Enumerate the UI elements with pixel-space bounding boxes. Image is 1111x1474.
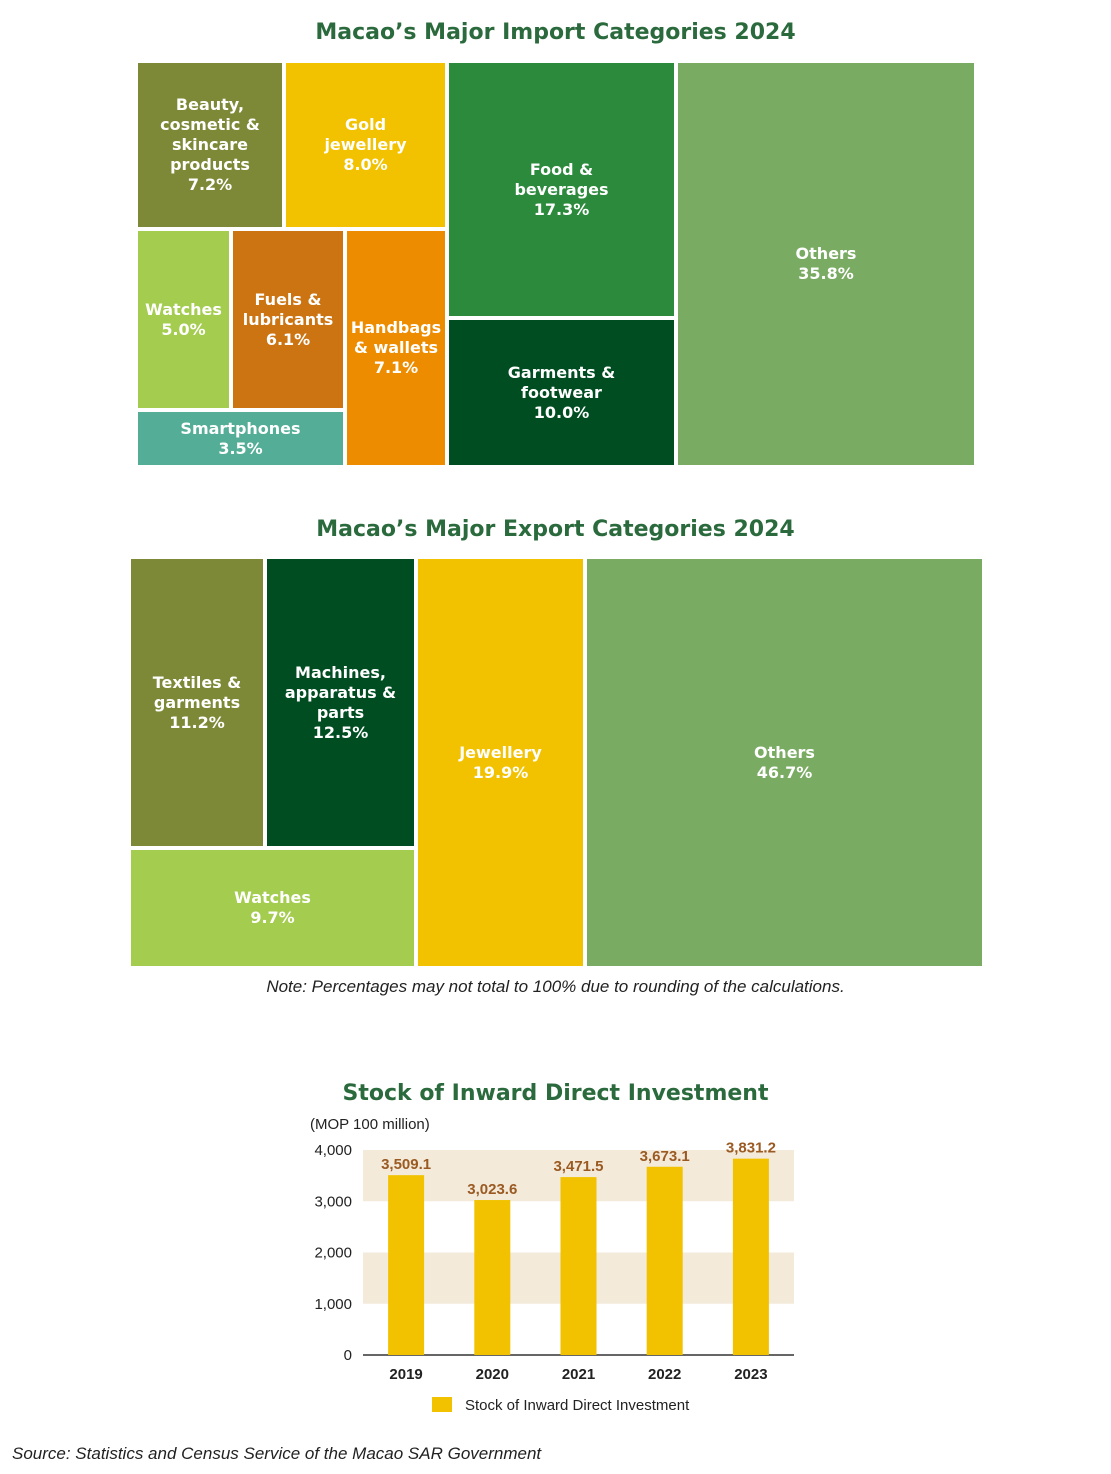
x-tick-label: 2023: [734, 1366, 767, 1383]
bar-value-label: 3,673.1: [640, 1148, 690, 1165]
y-tick-label: 0: [344, 1347, 352, 1364]
y-unit-label: (MOP 100 million): [310, 1116, 430, 1133]
export-cell-value: 46.7%: [756, 762, 813, 782]
export-cell-value: 12.5%: [312, 722, 369, 742]
source-note: Source: Statistics and Census Service of…: [12, 1444, 542, 1463]
bar-value-label: 3,831.2: [726, 1140, 776, 1157]
import-cell-smartphones: Smartphones 3.5%: [136, 410, 345, 467]
import-cell-label: cosmetic &: [160, 115, 260, 134]
import-cell-others: Others 35.8%: [676, 61, 976, 467]
import-cell-label: beverages: [514, 179, 609, 199]
import-cell-garments-footwear: Garments & footwear 10.0%: [447, 318, 676, 467]
import-cell-value: 8.0%: [343, 155, 388, 174]
rounding-note: Note: Percentages may not total to 100% …: [266, 977, 845, 996]
import-cell-label: footwear: [521, 382, 602, 402]
import-cell-watches: Watches 5.0%: [136, 229, 231, 410]
import-cell-fuels-lubricants: Fuels & lubricants 6.1%: [231, 229, 345, 410]
export-cell-others: Others 46.7%: [585, 557, 984, 968]
import-treemap: Beauty, cosmetic & skincare products 7.2% Gol…: [136, 61, 976, 467]
import-cell-handbags-wallets: Handbags & wallets 7.1%: [345, 229, 447, 467]
y-tick-label: 4,000: [314, 1142, 352, 1159]
export-cell-value: 9.7%: [250, 908, 295, 927]
x-tick-label: 2021: [562, 1366, 595, 1383]
import-cell-label: Gold: [344, 115, 387, 134]
import-cell-food-beverages: Food & beverages 17.3%: [447, 61, 676, 318]
bar: [474, 1200, 511, 1355]
import-cell-label: Watches: [145, 299, 222, 319]
export-cell-jewellery: Jewellery 19.9%: [416, 557, 585, 968]
import-cell-label: Fuels &: [254, 289, 322, 309]
bar: [560, 1177, 597, 1355]
import-cell-label: Beauty,: [175, 95, 245, 114]
x-tick-label: 2019: [389, 1366, 422, 1383]
bar-value-label: 3,509.1: [381, 1156, 431, 1173]
y-tick-label: 2,000: [314, 1245, 352, 1262]
export-cell-label: parts: [316, 702, 365, 722]
import-cell-value: 7.1%: [373, 358, 419, 377]
import-cell-label: Handbags: [350, 318, 442, 337]
bar-value-label: 3,023.6: [467, 1181, 517, 1198]
export-cell-label: Jewellery: [459, 742, 542, 762]
export-cell-watches: Watches 9.7%: [129, 848, 416, 968]
export-cell-label: Others: [754, 742, 815, 762]
import-cell-label: products: [170, 155, 250, 174]
import-cell-label: lubricants: [242, 309, 334, 329]
import-cell-label: Others: [795, 244, 857, 263]
import-cell-label: & wallets: [353, 338, 439, 357]
export-cell-label: apparatus &: [284, 682, 397, 702]
export-cell-textiles-garments: Textiles & garments 11.2%: [129, 557, 265, 848]
import-cell-label: Smartphones: [180, 418, 301, 438]
export-cell-label: garments: [153, 692, 241, 712]
investment-chart-title: Stock of Inward Direct Investment: [342, 1081, 769, 1106]
bar-value-label: 3,471.5: [553, 1158, 603, 1175]
import-cell-gold-jewellery: Gold jewellery 8.0%: [284, 61, 447, 229]
import-cell-label: jewellery: [324, 135, 407, 154]
x-tick-label: 2020: [476, 1366, 509, 1383]
export-cell-label: Machines,: [295, 662, 386, 682]
x-tick-label: 2022: [648, 1366, 681, 1383]
import-cell-value: 35.8%: [798, 264, 854, 283]
import-cell-label: skincare: [171, 135, 249, 154]
import-cell-label: Garments &: [507, 362, 616, 382]
bar: [388, 1175, 425, 1355]
import-cell-value: 3.5%: [218, 438, 263, 458]
export-cell-label: Textiles &: [152, 672, 242, 692]
export-cell-machines-apparatus-parts: Machines, apparatus & parts 12.5%: [265, 557, 416, 848]
import-cell-value: 7.2%: [187, 175, 233, 194]
import-cell-value: 6.1%: [265, 329, 311, 349]
bar: [732, 1158, 769, 1355]
legend-swatch: [432, 1397, 452, 1412]
bar: [646, 1166, 683, 1355]
y-tick-label: 1,000: [314, 1296, 352, 1313]
investment-bar-chart: 0 1,000 2,000 3,000 4,000 (MOP 100 million) 3,…: [310, 1116, 794, 1414]
import-chart-title: Macao’s Major Import Categories 2024: [315, 20, 796, 45]
export-chart-title: Macao’s Major Export Categories 2024: [316, 517, 795, 542]
legend-label: Stock of Inward Direct Investment: [465, 1397, 690, 1414]
import-cell-value: 10.0%: [533, 402, 590, 422]
import-cell-beauty-cosmetic-skincare-products: Beauty, cosmetic & skincare products 7.2%: [136, 61, 284, 229]
import-cell-value: 5.0%: [161, 319, 206, 339]
import-cell-value: 17.3%: [533, 199, 590, 219]
export-cell-label: Watches: [234, 888, 311, 907]
export-cell-value: 11.2%: [169, 712, 225, 732]
export-treemap: Textiles & garments 11.2% Machines, apparatu…: [129, 557, 984, 968]
import-cell-label: Food &: [529, 159, 594, 179]
y-tick-label: 3,000: [314, 1193, 352, 1210]
export-cell-value: 19.9%: [472, 762, 529, 782]
